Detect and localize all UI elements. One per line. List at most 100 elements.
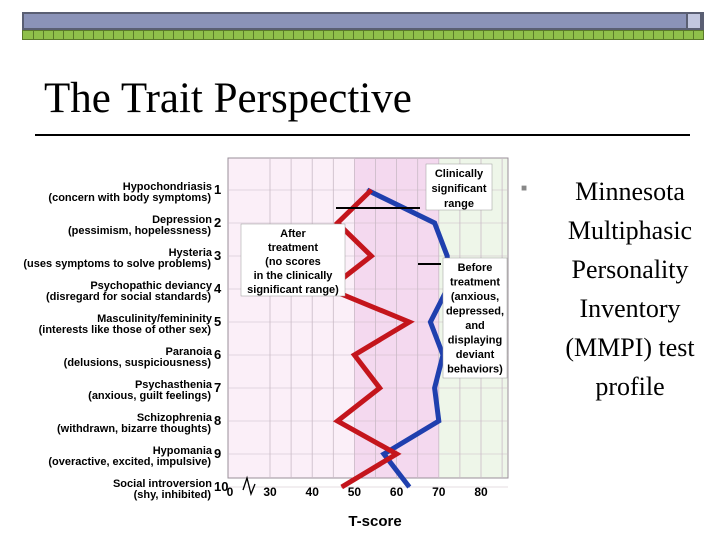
scale-number-label: 3 [214, 248, 221, 263]
data-point [379, 387, 381, 389]
data-point [434, 222, 436, 224]
checker-square [613, 31, 624, 39]
x-tick-label: 70 [432, 485, 446, 499]
data-point [366, 189, 368, 191]
annotation-clinical-range: significant [431, 183, 486, 195]
checker-square [213, 31, 224, 39]
checker-square [103, 31, 114, 39]
checker-square [273, 31, 284, 39]
checker-square [473, 31, 484, 39]
scale-number-label: 2 [214, 215, 221, 230]
checker-square [623, 31, 634, 39]
scale-name-label: Depression [152, 214, 212, 226]
plot-border [227, 157, 509, 479]
checker-square [533, 31, 544, 39]
checker-square [373, 31, 384, 39]
checker-square [503, 31, 514, 39]
annotation-after-treatment: treatment [268, 242, 318, 254]
scale-description-label: (uses symptoms to solve problems) [23, 258, 211, 270]
checker-square [243, 31, 254, 39]
x-tick-label: 60 [390, 485, 404, 499]
slide-title: The Trait Perspective [44, 75, 412, 122]
axis-break-mark [242, 475, 256, 497]
checker-square [233, 31, 244, 39]
data-point [353, 354, 355, 356]
scale-number-label: 5 [214, 314, 221, 329]
checker-square [603, 31, 614, 39]
checker-square [93, 31, 104, 39]
checker-square [33, 31, 44, 39]
title-underline [35, 134, 690, 136]
annotation-before-treatment: behaviors) [447, 364, 503, 376]
checker-square [443, 31, 454, 39]
checker-square [383, 31, 394, 39]
checker-square [663, 31, 674, 39]
checker-square [453, 31, 464, 39]
scale-number-label: 6 [214, 347, 221, 362]
checker-square [493, 31, 504, 39]
annotation-before-treatment: deviant [456, 349, 495, 361]
bullet-icon: ■ [521, 183, 528, 194]
checker-square [133, 31, 144, 39]
checker-square [393, 31, 404, 39]
scale-description-label: (pessimism, hopelessness) [68, 225, 211, 237]
checker-square [153, 31, 164, 39]
checker-square [343, 31, 354, 39]
checker-square [63, 31, 74, 39]
annotation-before-treatment: (anxious, [451, 291, 499, 303]
x-tick-label: 80 [474, 485, 488, 499]
data-point [370, 255, 372, 257]
scale-number-label: 9 [214, 446, 221, 461]
data-point [408, 486, 410, 488]
scale-name-label: Hysteria [169, 247, 213, 259]
data-point [434, 387, 436, 389]
checker-square [513, 31, 524, 39]
annotation-box [240, 223, 346, 297]
checker-bar-decoration [22, 30, 704, 40]
scale-name-label: Psychopathic deviancy [90, 280, 213, 292]
scale-description-label: (interests like those of other sex) [39, 324, 212, 336]
checker-square [263, 31, 274, 39]
checker-square [193, 31, 204, 39]
scale-name-label: Paranoia [166, 346, 213, 358]
scale-name-label: Schizophrenia [137, 412, 213, 424]
mmpi-profile-chart: Hypochondriasis 1(concern with body sympt… [23, 157, 509, 530]
checker-square [483, 31, 494, 39]
x-axis-label: T-score [348, 513, 401, 530]
checker-square [113, 31, 124, 39]
checker-square [293, 31, 304, 39]
scale-description-label: (overactive, excited, impulsive) [48, 456, 211, 468]
scale-description-label: (anxious, guilt feelings) [88, 390, 211, 402]
x-tick-label: 40 [306, 485, 320, 499]
series-line-before [366, 187, 450, 489]
checker-square [653, 31, 664, 39]
checker-square [203, 31, 214, 39]
series-line-after [324, 188, 415, 490]
checker-square [163, 31, 174, 39]
checker-square [313, 31, 324, 39]
checker-square [433, 31, 444, 39]
checker-square [403, 31, 414, 39]
checker-square [73, 31, 84, 39]
data-point [370, 189, 372, 191]
scale-description-label: (concern with body symptoms) [48, 192, 211, 204]
checker-square [683, 31, 694, 39]
scale-name-label: Social introversion [113, 478, 212, 490]
scale-number-label: 8 [214, 413, 221, 428]
checker-square [543, 31, 554, 39]
annotation-before-treatment: depressed, [446, 306, 504, 318]
annotation-after-treatment: (no scores [265, 256, 321, 268]
data-point [408, 321, 410, 323]
scale-number-label: 10 [214, 479, 228, 494]
annotation-after-treatment: significant range) [247, 284, 339, 296]
checker-square [693, 31, 704, 39]
scale-name-label: Masculinity/femininity [97, 313, 213, 325]
scale-number-label: 7 [214, 380, 221, 395]
data-point [429, 321, 431, 323]
scale-number-label: 4 [214, 281, 222, 296]
annotation-clinical-range: Clinically [435, 168, 484, 180]
checker-square [673, 31, 684, 39]
checker-square [123, 31, 134, 39]
checker-square [43, 31, 54, 39]
checker-square [573, 31, 584, 39]
